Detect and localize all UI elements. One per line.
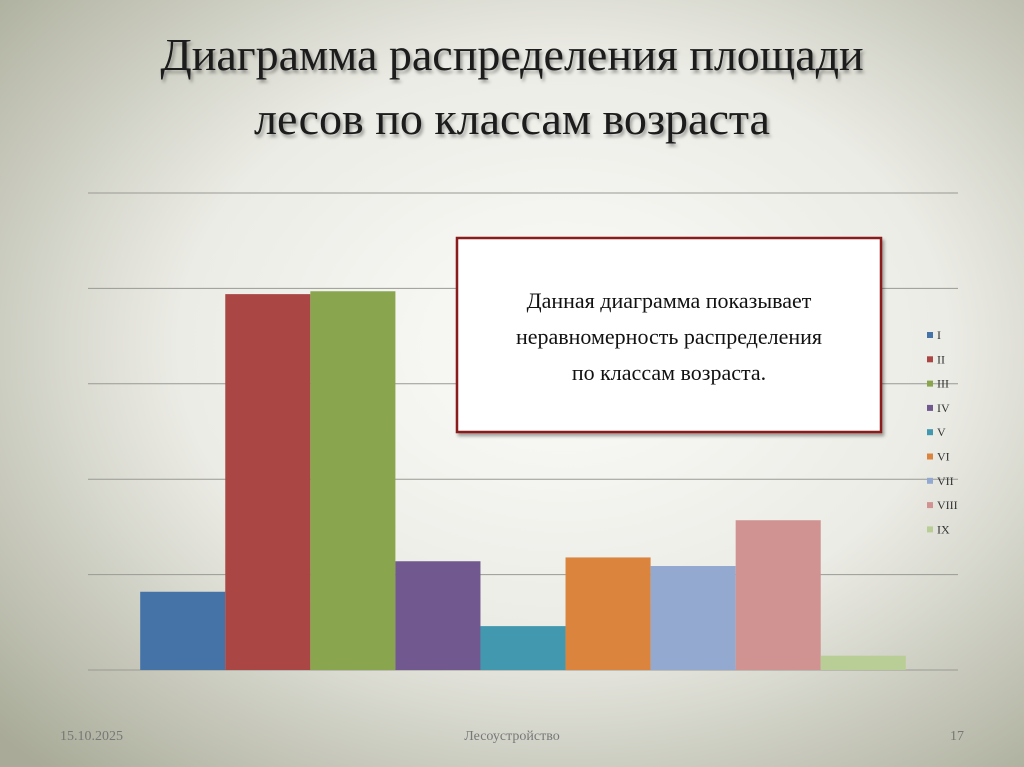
legend-swatch [927,502,933,509]
legend-label: IV [937,401,950,415]
callout-box [455,236,883,434]
legend-swatch [927,380,933,387]
bars [140,291,906,670]
bar [480,626,566,670]
legend-label: II [937,352,945,366]
legend-swatch [927,477,933,484]
legend-label: IX [937,522,950,536]
legend-label: VII [937,474,954,488]
title-line: лесов по классам возраста [254,93,770,144]
bar [565,557,651,670]
bar [650,566,736,670]
footer-date: 15.10.2025 [60,729,123,744]
legend-swatch [927,429,933,436]
callout-text: Данная диаграмма показывает [527,288,812,313]
callout-text: неравномерность распределения [516,324,822,349]
footer-title: Лесоустройство [464,729,559,744]
bar [735,520,821,670]
bar [395,561,481,670]
callout-text: по классам возраста. [572,360,766,385]
legend-swatch [927,332,933,338]
legend-label: VI [937,450,950,464]
bar [820,655,906,670]
legend-label: V [937,425,946,439]
legend-label: III [937,377,949,391]
legend-swatch [927,453,933,460]
legend-swatch [927,356,933,363]
legend-swatch [927,404,933,411]
legend-swatch [927,526,933,533]
bar [310,291,396,670]
bar [225,294,311,670]
title-line: Диаграмма распределения площади [160,29,863,80]
footer-page: 17 [950,729,964,744]
legend-label: VIII [937,498,958,512]
bar [140,591,226,670]
legend-label: I [937,328,941,342]
